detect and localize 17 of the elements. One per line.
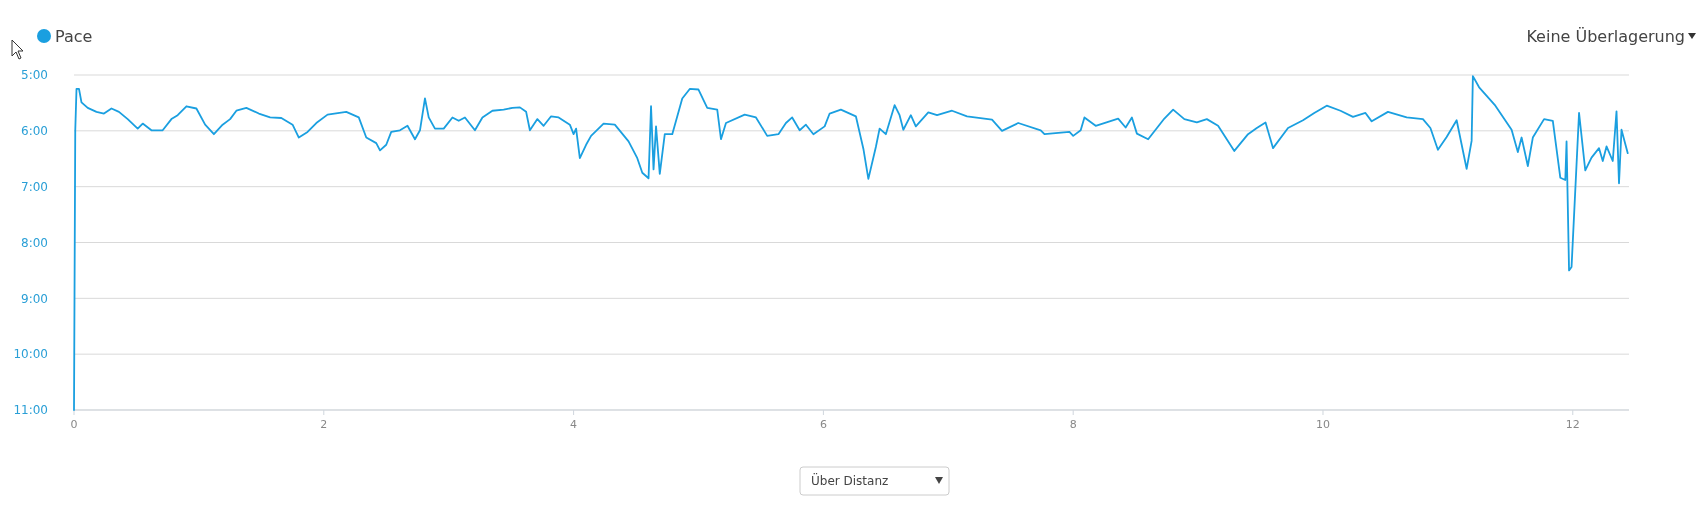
text: Keine Überlagerung [1526,26,1685,46]
x-tick-label: 12 [1565,418,1580,431]
x-tick-label: 10 [1316,418,1330,431]
x-tick-label: 0 [70,418,78,431]
x-tick-label: 8 [1069,418,1077,431]
y-tick-label: 6:00 [21,124,48,139]
x-tick-label: 2 [320,418,328,431]
y-tick-label: 7:00 [21,179,48,194]
y-tick-label: 9:00 [21,291,48,306]
legend-label: Pace [55,26,93,46]
y-tick-label: 5:00 [21,68,48,83]
text: Über Distanz [811,472,889,489]
y-tick-label: 10:00 [13,347,48,362]
y-tick-label: 11:00 [13,403,48,418]
x-tick-label: 4 [570,418,578,431]
x-tick-label: 6 [819,418,827,431]
y-tick-label: 8:00 [21,235,48,250]
